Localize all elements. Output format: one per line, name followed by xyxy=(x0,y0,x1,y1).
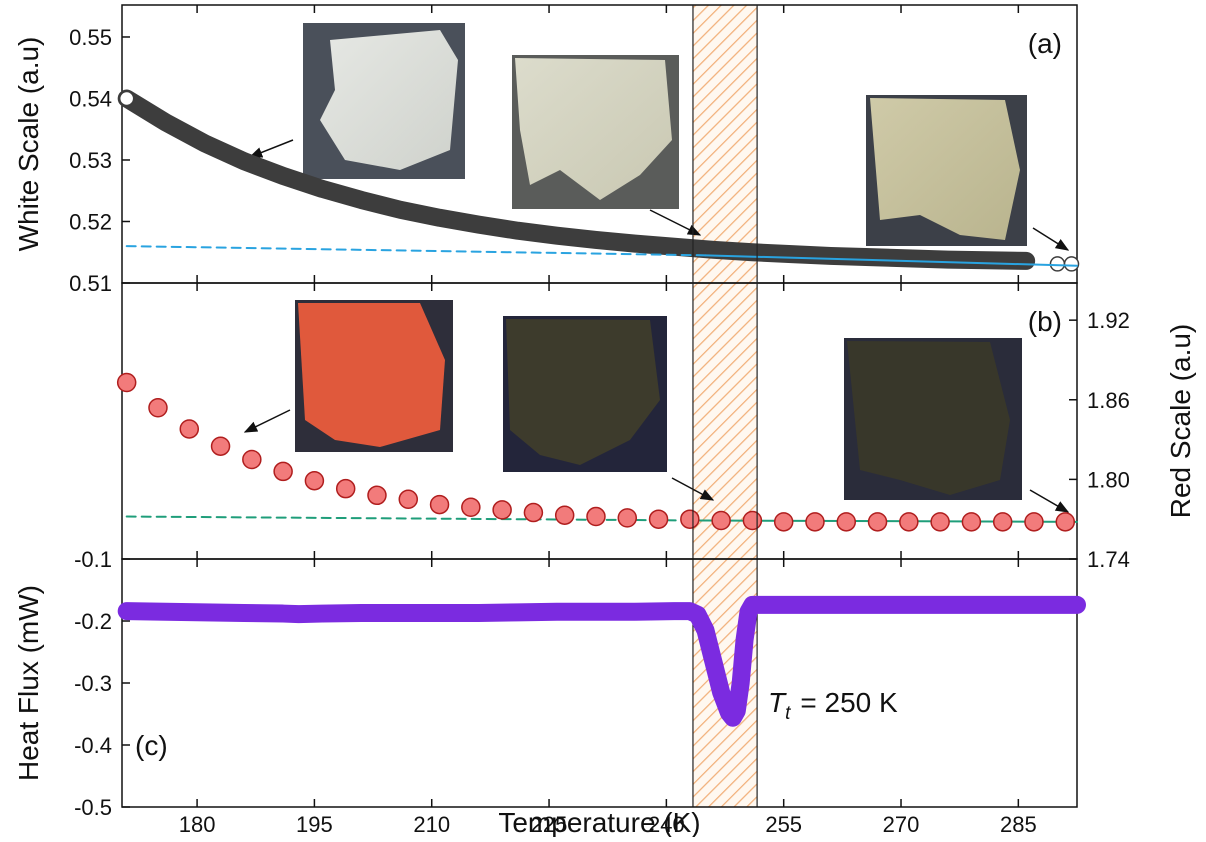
data-point xyxy=(242,449,262,470)
y-tick-label: -0.5 xyxy=(74,795,112,820)
data-point xyxy=(523,502,544,523)
data-point xyxy=(836,512,857,532)
y-tick-label: 0.53 xyxy=(69,148,112,173)
plot-layer: 0.51 0.52 0.53 0.54 0.55 White Scale (a.u) (a)… xyxy=(13,4,1196,838)
y-tick-label: 1.80 xyxy=(1087,467,1130,492)
x-axis-label: Temperature (K) xyxy=(498,807,700,837)
data-point xyxy=(899,512,919,532)
inset-image xyxy=(847,341,1010,495)
panel-label: (b) xyxy=(1028,306,1062,337)
annotation-subscript: t xyxy=(785,703,791,724)
x-tick-label: 210 xyxy=(413,812,450,837)
data-point xyxy=(116,372,137,393)
data-point xyxy=(742,510,763,531)
fit-line xyxy=(125,245,707,257)
y-tick-label: 1.86 xyxy=(1087,388,1130,413)
y-tick-label: 0.55 xyxy=(69,25,112,50)
data-point xyxy=(1024,512,1044,532)
data-point xyxy=(210,436,231,456)
data-point xyxy=(148,397,168,418)
data-point xyxy=(304,470,325,491)
inset-image xyxy=(515,58,672,200)
y-tick-label: -0.1 xyxy=(74,547,112,572)
data-point xyxy=(1049,256,1066,272)
x-tick-label: 225 xyxy=(531,812,568,837)
y-tick-label: 1.74 xyxy=(1087,547,1130,572)
data-point xyxy=(461,497,481,517)
y-tick-label: 0.54 xyxy=(69,86,112,111)
y-tick-label: 0.52 xyxy=(69,209,112,234)
data-point xyxy=(429,494,450,515)
fit-line xyxy=(704,519,1078,523)
data-point xyxy=(992,512,1013,532)
annotation-symbol: T xyxy=(768,687,787,718)
data-point xyxy=(335,478,356,499)
data-point xyxy=(1055,512,1076,532)
arrow xyxy=(649,209,702,236)
x-tick-label: 285 xyxy=(1000,812,1037,837)
fit-line xyxy=(125,515,707,522)
data-line xyxy=(117,89,1036,270)
data-point xyxy=(273,461,293,482)
fit-line xyxy=(704,254,1078,267)
y-tick-label: -0.3 xyxy=(74,671,112,696)
inset-image xyxy=(298,303,445,447)
data-point xyxy=(711,510,731,531)
x-tick-label: 195 xyxy=(296,812,333,837)
annotation: Tt = 250 K xyxy=(768,687,898,724)
panel-label: (c) xyxy=(135,730,168,761)
data-point xyxy=(179,419,200,439)
data-point xyxy=(492,500,512,520)
data-point xyxy=(805,512,825,532)
y-axis-label: White Scale (a.u) xyxy=(13,37,44,252)
y-tick-label: -0.2 xyxy=(74,609,112,634)
data-point xyxy=(961,512,982,532)
data-point xyxy=(617,508,638,528)
y-tick-label: 0.51 xyxy=(69,271,112,296)
x-tick-label: 255 xyxy=(765,812,802,837)
data-point xyxy=(586,506,606,527)
arrow xyxy=(248,139,294,158)
x-tick-label: 180 xyxy=(179,812,216,837)
data-point xyxy=(118,90,135,107)
inset-image xyxy=(506,319,660,465)
data-point xyxy=(930,512,950,532)
insets xyxy=(295,23,1027,500)
data-point xyxy=(398,489,419,510)
panel-label: (a) xyxy=(1028,28,1062,59)
inset-image xyxy=(320,30,458,170)
data-line xyxy=(117,595,1086,727)
annotation-text: = 250 K xyxy=(800,687,898,718)
y-tick-label: 1.92 xyxy=(1087,308,1130,333)
y-axis-label: Red Scale (a.u) xyxy=(1165,324,1196,519)
data-point xyxy=(1063,256,1080,272)
y-tick-label: -0.4 xyxy=(74,733,112,758)
data-point xyxy=(680,509,700,529)
x-tick-label: 270 xyxy=(883,812,920,837)
data-point xyxy=(367,485,387,506)
inset-image xyxy=(870,98,1020,240)
data-point xyxy=(648,509,669,529)
data-point xyxy=(867,512,888,532)
x-tick-label: 240 xyxy=(648,812,685,837)
arrow xyxy=(1029,489,1070,513)
data-point xyxy=(773,512,794,532)
arrow xyxy=(1032,227,1070,251)
y-axis-label: Heat Flux (mW) xyxy=(13,585,44,781)
arrow xyxy=(243,409,291,433)
arrows xyxy=(243,139,1070,513)
data-point xyxy=(554,505,575,525)
